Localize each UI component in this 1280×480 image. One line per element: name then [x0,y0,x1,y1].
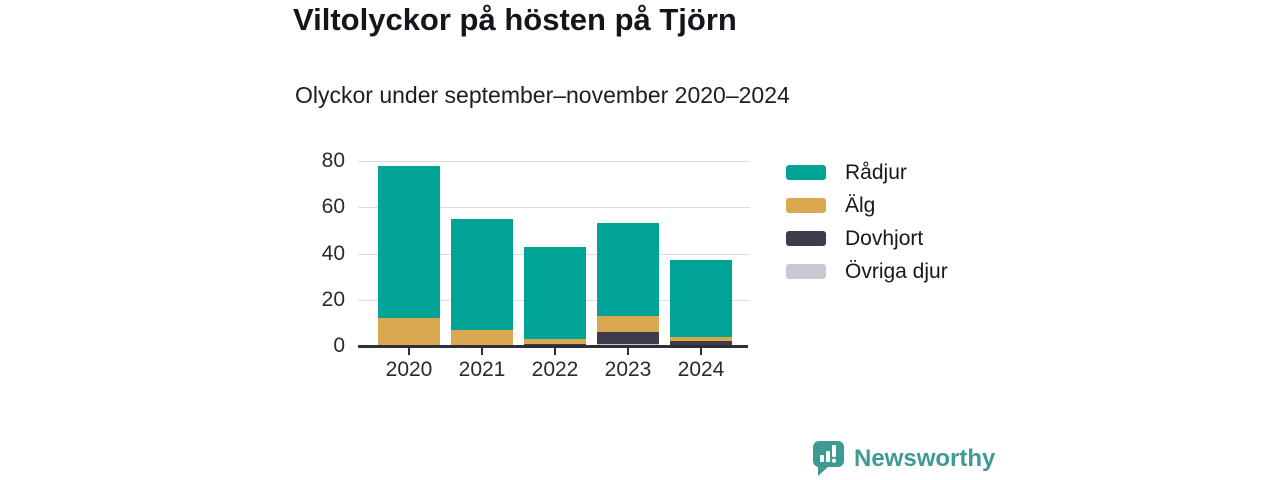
legend-swatch-r-djur [786,165,826,180]
legend-swatch--lg [786,198,826,213]
bar-2020-segment--lg [378,318,440,346]
legend-label--lg: Älg [845,193,876,217]
bar-2022-segment-r-djur [524,246,586,340]
x-axis-label-2021: 2021 [458,358,506,381]
legend-label-r-djur: Rådjur [845,160,907,184]
gridline-60 [358,207,750,209]
legend-swatch--vriga-djur [786,264,826,279]
brand-name: Newsworthy [854,444,996,472]
bar-2023-segment-dovhjort [597,332,659,344]
gridline-80 [358,161,750,162]
y-axis-label-40: 40 [321,241,345,265]
legend-label-dovhjort: Dovhjort [845,226,924,250]
x-tick-2022 [554,348,556,355]
newsworthy-logo: Newsworthy [812,440,995,477]
x-axis-label-2023: 2023 [604,358,652,381]
legend-item--vriga-djur: Övriga djur [786,255,948,288]
bar-2023-segment--vriga-djur [597,343,659,346]
bar-2024-segment-dovhjort [670,341,732,346]
chart-title: Viltolyckor på hösten på Tjörn [293,2,737,37]
legend-item--lg: Älg [786,189,948,222]
legend-swatch-dovhjort [786,231,826,246]
bar-2021-segment-r-djur [451,218,513,330]
legend-item-r-djur: Rådjur [786,156,948,189]
bar-2023-segment--lg [597,315,659,333]
chart-subtitle: Olyckor under september–november 2020–20… [295,82,790,108]
legend-item-dovhjort: Dovhjort [786,222,948,255]
x-axis-label-2020: 2020 [385,358,433,381]
bar-2023-segment-r-djur [597,223,659,316]
x-axis-line [358,345,748,348]
x-tick-2021 [481,348,483,355]
bar-2024-segment--lg [670,336,732,342]
x-axis-label-2022: 2022 [531,358,579,381]
bar-2022-segment--lg [524,339,586,344]
x-tick-2023 [627,348,629,355]
newsworthy-bubble-chart-icon [812,441,844,476]
y-axis-label-80: 80 [321,149,345,172]
bar-2024-segment-r-djur [670,260,732,337]
y-axis-label-20: 20 [321,287,345,311]
chart-legend: Rådjur Älg Dovhjort Övriga djur [786,156,948,288]
bar-2020-segment-r-djur [378,165,440,319]
bar-2022-segment-dovhjort [524,343,586,346]
bar-2021-segment--lg [451,329,513,346]
x-tick-2020 [408,348,410,355]
x-axis-label-2024: 2024 [677,358,725,381]
y-axis-label-0: 0 [333,334,345,357]
x-tick-2024 [700,348,702,355]
y-axis-label-60: 60 [321,195,345,219]
legend-label--vriga-djur: Övriga djur [845,259,948,283]
